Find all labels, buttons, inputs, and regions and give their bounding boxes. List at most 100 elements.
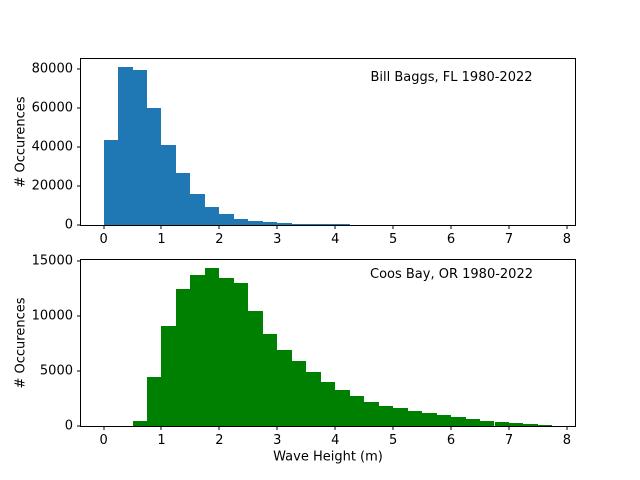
top-histogram-bars — [81, 59, 575, 225]
bottom-panel-annotation: Coos Bay, OR 1980-2022 — [370, 267, 533, 282]
histogram-bar — [233, 282, 249, 426]
x-tick-mark — [276, 426, 278, 430]
x-tick-mark — [276, 225, 278, 229]
histogram-bar — [190, 193, 205, 225]
y-tick-mark — [77, 146, 81, 148]
x-tick-label: 1 — [157, 232, 166, 247]
top-panel-annotation: Bill Baggs, FL 1980-2022 — [370, 70, 533, 85]
histogram-bar — [175, 172, 191, 225]
x-tick-mark — [103, 225, 105, 229]
histogram-bar — [349, 396, 365, 426]
histogram-bar — [161, 325, 176, 426]
x-tick-label: 3 — [273, 433, 282, 448]
histogram-bar — [219, 278, 234, 426]
histogram-bar — [190, 274, 205, 426]
histogram-bar — [335, 224, 350, 225]
x-axis-label: Wave Height (m) — [273, 449, 383, 465]
histogram-bar — [233, 218, 249, 225]
x-tick-mark — [103, 426, 105, 430]
histogram-bar — [132, 69, 147, 225]
y-tick-label: 5000 — [39, 363, 73, 379]
x-tick-mark — [218, 426, 220, 430]
x-tick-mark — [566, 225, 568, 229]
histogram-bar — [147, 377, 162, 426]
x-tick-mark — [160, 225, 162, 229]
bottom-histogram-bars — [81, 260, 575, 426]
histogram-bar — [480, 420, 495, 426]
histogram-bar — [262, 334, 278, 426]
y-tick-label: 80000 — [31, 61, 73, 77]
y-tick-label: 40000 — [31, 139, 73, 155]
bottom-y-axis-label: # Occurences — [13, 297, 29, 389]
top-histogram-panel: Bill Baggs, FL 1980-2022 0 20000 40000 6000… — [32, 58, 576, 246]
y-tick-label: 15000 — [31, 253, 73, 269]
x-tick-label: 7 — [504, 433, 514, 448]
histogram-bar — [262, 222, 278, 225]
histogram-bar — [161, 144, 176, 225]
histogram-bar — [248, 221, 263, 225]
y-tick-label: 60000 — [31, 100, 73, 116]
histogram-bar — [291, 360, 307, 426]
y-tick-label: 0 — [64, 217, 73, 233]
histogram-bar — [306, 224, 321, 225]
histogram-bar — [537, 424, 553, 426]
x-tick-mark — [566, 426, 568, 430]
y-tick-mark — [77, 260, 81, 262]
histogram-bar — [103, 140, 119, 225]
histogram-bar — [204, 207, 220, 225]
histogram-bar — [523, 424, 538, 426]
histogram-bar — [277, 223, 292, 225]
x-tick-mark — [334, 225, 336, 229]
x-tick-label: 8 — [562, 433, 572, 448]
histogram-bar — [378, 406, 394, 426]
x-tick-mark — [160, 426, 162, 430]
top-y-axis-label: # Occurences — [13, 96, 29, 188]
x-tick-mark — [450, 225, 452, 229]
histogram-bar — [306, 371, 321, 426]
histogram-bar — [422, 412, 437, 426]
histogram-bar — [320, 224, 336, 225]
y-tick-mark — [77, 185, 81, 187]
x-tick-label: 6 — [446, 433, 456, 448]
x-tick-mark — [450, 426, 452, 430]
histogram-bar — [204, 268, 220, 426]
histogram-bar — [175, 289, 191, 426]
histogram-bar — [277, 349, 292, 426]
y-tick-label: 0 — [64, 418, 73, 434]
x-tick-label: 1 — [157, 433, 166, 448]
histogram-bar — [219, 214, 234, 225]
histogram-bar — [291, 223, 307, 225]
x-tick-label: 6 — [446, 232, 456, 247]
x-tick-mark — [218, 225, 220, 229]
y-tick-mark — [77, 370, 81, 372]
histogram-bar — [508, 423, 524, 426]
x-tick-label: 5 — [389, 433, 398, 448]
x-tick-label: 2 — [215, 433, 224, 448]
histogram-bar — [320, 381, 336, 426]
x-tick-label: 2 — [215, 232, 224, 247]
bottom-histogram-panel: Coos Bay, OR 1980-2022 0 5000 10000 15000 0 1… — [32, 254, 576, 447]
x-tick-label: 5 — [389, 232, 398, 247]
histogram-bar — [132, 420, 147, 426]
y-tick-mark — [77, 68, 81, 70]
x-tick-label: 3 — [273, 232, 282, 247]
y-tick-mark — [77, 107, 81, 109]
histogram-bar — [436, 414, 452, 426]
x-tick-label: 8 — [562, 232, 572, 247]
histogram-bar — [465, 419, 480, 426]
y-tick-mark — [77, 224, 81, 226]
x-tick-mark — [508, 225, 510, 229]
y-tick-label: 20000 — [31, 178, 73, 194]
histogram-bar — [364, 402, 379, 426]
histogram-bar — [335, 389, 350, 426]
histogram-bar — [393, 408, 408, 426]
histogram-bar — [248, 311, 263, 426]
y-tick-mark — [77, 425, 81, 427]
x-tick-label: 4 — [331, 433, 340, 448]
y-tick-mark — [77, 315, 81, 317]
x-tick-mark — [392, 426, 394, 430]
histogram-bar — [451, 417, 466, 426]
histogram-bar — [118, 66, 133, 225]
x-tick-mark — [334, 426, 336, 430]
x-tick-label: 0 — [99, 433, 108, 448]
